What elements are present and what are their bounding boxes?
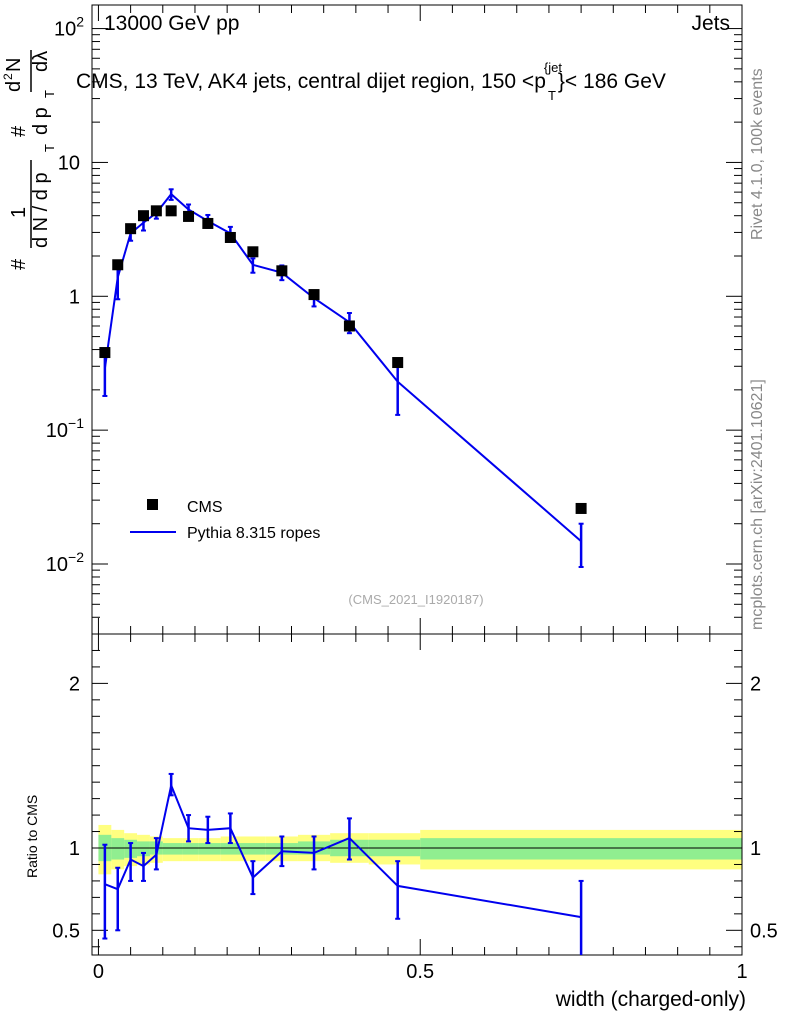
ylabel-dn-dpt: d N / d p xyxy=(30,172,52,248)
energy-label: 13000 GeV pp xyxy=(104,12,239,35)
analysis-watermark: (CMS_2021_I1920187) xyxy=(348,592,483,607)
cms-data-point xyxy=(137,210,149,222)
x-axis-label: width (charged-only) xyxy=(555,988,746,1011)
main-y-axis: 10−2 10−1 1 10 102 xyxy=(46,14,742,635)
x-tick-label: 0.5 xyxy=(406,961,434,983)
title-part-jet: {jet xyxy=(544,60,562,75)
legend-pythia-label: Pythia 8.315 ropes xyxy=(187,525,320,542)
cms-data-point xyxy=(202,217,214,229)
ylabel-d: d xyxy=(3,81,25,92)
ylabel-hash-1: # xyxy=(8,258,30,270)
title-part-t: T xyxy=(548,88,556,103)
ratio-y-tick-label: 2 xyxy=(69,673,80,695)
ratio-y-tick-label: 1 xyxy=(69,838,80,860)
cms-data-point xyxy=(343,320,355,332)
title-part-end: }< 186 GeV xyxy=(558,70,666,93)
legend: CMS Pythia 8.315 ropes xyxy=(130,499,320,542)
pythia-line xyxy=(103,192,582,542)
ratio-green-band xyxy=(420,838,742,860)
main-y-label: # 1 d N / d p T # d p T d 2 N dλ xyxy=(1,50,57,270)
cms-data-point xyxy=(150,205,162,217)
cms-data-point xyxy=(308,289,320,301)
ratio-y-tick-label-right: 2 xyxy=(750,673,761,695)
ylabel-t-2: T xyxy=(42,90,57,98)
cms-data-point xyxy=(247,246,259,258)
ratio-axes: 0.5 0.51 12 20 0.5 1 xyxy=(52,633,778,983)
cms-data-point xyxy=(183,210,195,222)
ylabel-one: 1 xyxy=(8,207,30,218)
cms-data-point xyxy=(224,231,236,243)
rivet-label: Rivet 4.1.0, 100k events xyxy=(749,68,766,240)
ratio-line xyxy=(104,782,582,919)
cms-data-point xyxy=(165,205,177,217)
ratio-green-band xyxy=(111,838,125,860)
ylabel-dlambda: dλ xyxy=(30,51,52,72)
ratio-green-band xyxy=(162,843,183,855)
y-tick-label: 10−1 xyxy=(46,415,84,442)
title-part-main: CMS, 13 TeV, AK4 jets, central dijet reg… xyxy=(76,70,546,93)
y-tick-label: 10 xyxy=(58,152,80,174)
mcplots-label: mcplots.cern.ch [arXiv:2401.10621] xyxy=(749,379,766,630)
cms-data-point xyxy=(99,347,111,359)
ratio-y-tick-label-right: 1 xyxy=(750,838,761,860)
ratio-y-label: Ratio to CMS xyxy=(24,795,40,878)
ratio-green-band xyxy=(198,843,221,855)
ylabel-t-1: T xyxy=(42,144,57,152)
cms-data-point xyxy=(112,259,124,271)
y-tick-label: 102 xyxy=(54,14,84,41)
ratio-green-band xyxy=(137,841,150,857)
ratio-green-band xyxy=(220,843,241,855)
ratio-green-band xyxy=(182,843,199,855)
main-x-axis xyxy=(97,5,743,634)
cms-data-point xyxy=(125,223,137,235)
chart-title: CMS, 13 TeV, AK4 jets, central dijet reg… xyxy=(76,60,666,103)
ylabel-two: 2 xyxy=(1,73,15,80)
main-series xyxy=(99,188,587,568)
ratio-y-tick-label-right: 0.5 xyxy=(750,920,778,942)
ylabel-hash-2: # xyxy=(8,125,30,137)
cms-data-point xyxy=(392,357,404,369)
y-tick-label: 1 xyxy=(69,286,80,308)
legend-cms-marker xyxy=(147,499,158,510)
cms-data-point xyxy=(276,265,288,277)
legend-cms-label: CMS xyxy=(187,499,223,516)
ratio-uncertainty-bands xyxy=(98,824,742,875)
category-label: Jets xyxy=(691,12,730,35)
ratio-frame xyxy=(91,633,743,956)
ratio-series xyxy=(102,772,584,955)
ylabel-n: N xyxy=(3,58,25,72)
ratio-y-tick-label: 0.5 xyxy=(52,920,80,942)
cms-data-point xyxy=(575,502,587,514)
y-tick-label: 10−2 xyxy=(46,549,84,576)
x-tick-label: 0 xyxy=(93,961,104,983)
x-tick-label: 1 xyxy=(736,961,747,983)
ylabel-dpt: d p xyxy=(30,107,52,135)
ratio-green-band xyxy=(240,843,266,855)
